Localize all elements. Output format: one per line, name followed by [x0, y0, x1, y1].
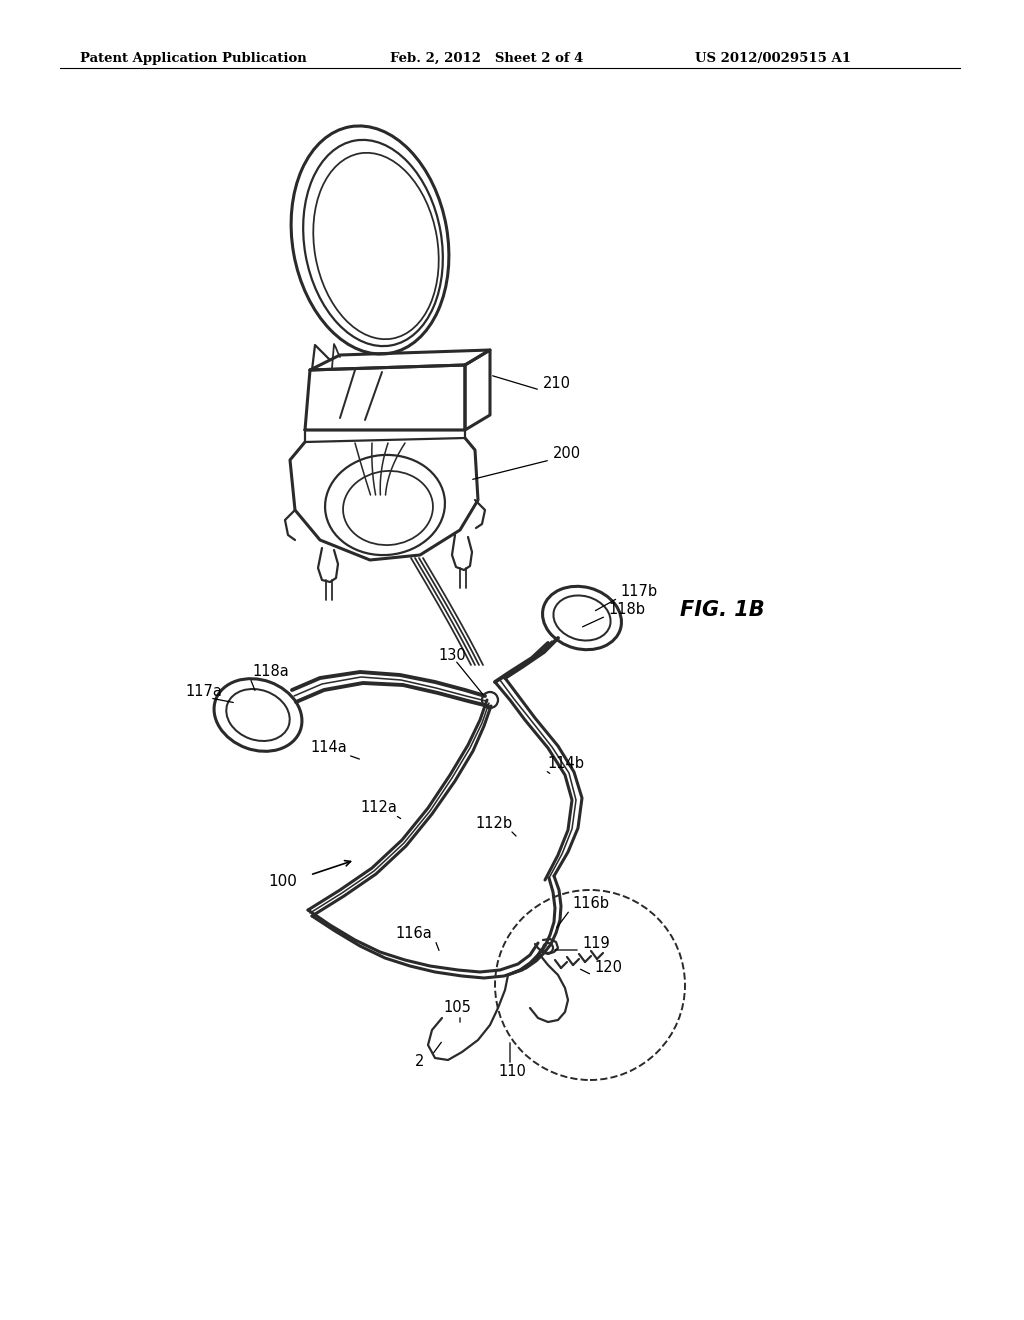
Text: 112a: 112a: [360, 800, 397, 816]
Text: 210: 210: [543, 375, 571, 391]
Text: 119: 119: [582, 936, 609, 950]
Text: 117b: 117b: [620, 583, 657, 598]
Text: 130: 130: [438, 648, 466, 663]
Text: 100: 100: [268, 874, 297, 890]
Text: 112b: 112b: [475, 816, 512, 830]
Text: US 2012/0029515 A1: US 2012/0029515 A1: [695, 51, 851, 65]
Text: 116b: 116b: [572, 895, 609, 911]
Text: 116a: 116a: [395, 925, 432, 940]
Text: 120: 120: [594, 961, 622, 975]
Text: 118b: 118b: [608, 602, 645, 616]
Text: Feb. 2, 2012   Sheet 2 of 4: Feb. 2, 2012 Sheet 2 of 4: [390, 51, 584, 65]
Text: 117a: 117a: [185, 685, 222, 700]
Text: 2: 2: [415, 1055, 424, 1069]
Text: 114b: 114b: [547, 755, 584, 771]
Text: 118a: 118a: [252, 664, 289, 678]
Text: Patent Application Publication: Patent Application Publication: [80, 51, 307, 65]
Text: 110: 110: [498, 1064, 526, 1080]
Text: FIG. 1B: FIG. 1B: [680, 601, 765, 620]
Text: 105: 105: [443, 1001, 471, 1015]
Text: 200: 200: [553, 446, 582, 461]
Circle shape: [482, 692, 498, 708]
Text: 114a: 114a: [310, 741, 347, 755]
